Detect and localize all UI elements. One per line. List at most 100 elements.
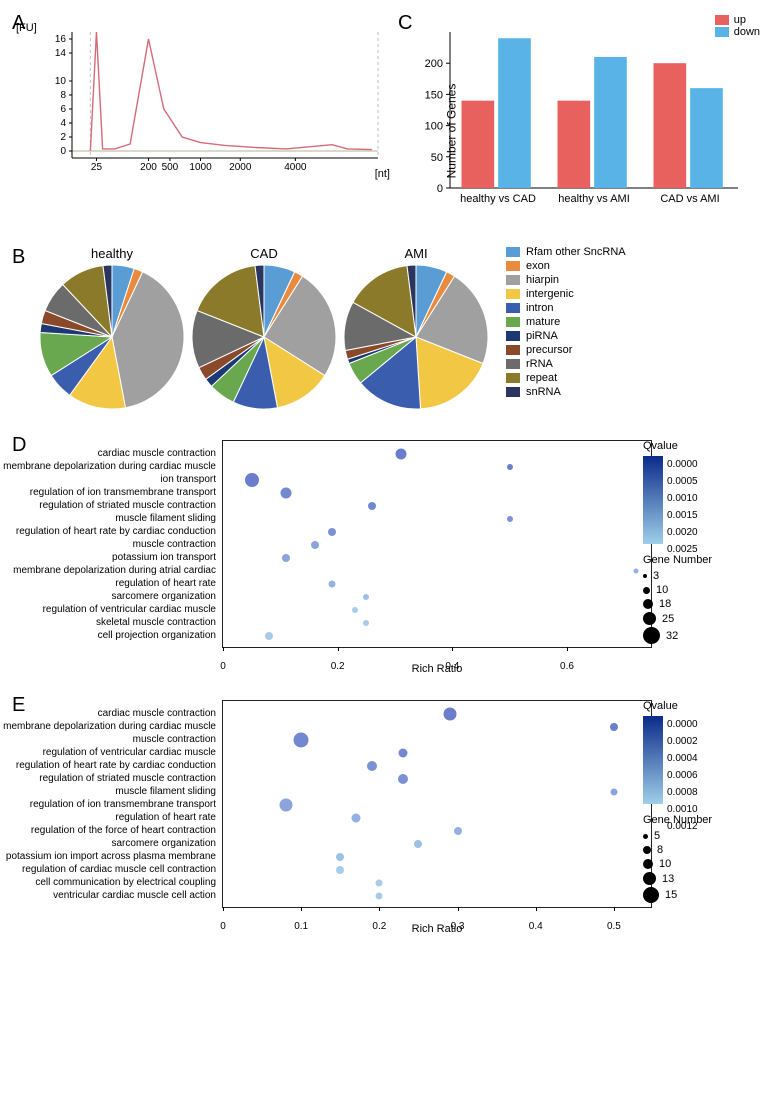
svg-text:500: 500 bbox=[162, 162, 179, 173]
bubble-row-label: membrane depolarization during atrial ca… bbox=[0, 565, 216, 576]
bubble-point bbox=[328, 581, 335, 588]
svg-text:150: 150 bbox=[425, 89, 443, 101]
bubble-point bbox=[352, 607, 358, 613]
bubble-point bbox=[279, 799, 292, 812]
bubble-row-label: membrane depolarization during cardiac m… bbox=[0, 721, 216, 732]
bubble-row-label: regulation of heart rate by cardiac cond… bbox=[0, 760, 216, 771]
bubble-point bbox=[281, 488, 292, 499]
bubble-point bbox=[398, 774, 408, 784]
bubble-row-label: regulation of striated muscle contractio… bbox=[0, 500, 216, 511]
panel-d: D cardiac muscle contractionmembrane dep… bbox=[12, 440, 763, 648]
panel-c-legend: updown bbox=[715, 14, 760, 38]
bubble-row-label: potassium ion import across plasma membr… bbox=[0, 851, 216, 862]
svg-text:2000: 2000 bbox=[229, 162, 252, 173]
bubble-row-label: ion transport bbox=[0, 474, 216, 485]
svg-text:1000: 1000 bbox=[189, 162, 212, 173]
bubble-point bbox=[610, 723, 618, 731]
pie-title: healthy bbox=[40, 246, 184, 261]
panel-b-label: B bbox=[12, 246, 25, 269]
bubble-row-label: muscle filament sliding bbox=[0, 513, 216, 524]
bubble-xlabel: Rich Ratio bbox=[223, 663, 651, 675]
bubble-point bbox=[363, 620, 369, 626]
bubble-row-label: regulation of heart rate bbox=[0, 578, 216, 589]
pie-title: CAD bbox=[192, 246, 336, 261]
svg-text:8: 8 bbox=[60, 90, 66, 101]
bubble-row-label: cell communication by electrical couplin… bbox=[0, 877, 216, 888]
svg-text:2: 2 bbox=[60, 132, 66, 143]
bubble-row-label: membrane depolarization during cardiac m… bbox=[0, 461, 216, 472]
panel-c: C updown Number of Genes 050100150200hea… bbox=[402, 12, 763, 236]
panel-c-svg: 0 50 100 150 200 healthy vs CAD healthy vs AMI… bbox=[414, 26, 744, 216]
bubble-point bbox=[376, 893, 383, 900]
svg-text:healthy vs CAD: healthy vs CAD bbox=[460, 193, 536, 205]
svg-text:4: 4 bbox=[60, 118, 66, 129]
panel-e-chart: cardiac muscle contractionmembrane depol… bbox=[222, 700, 652, 908]
bubble-row-label: regulation of heart rate by cardiac cond… bbox=[0, 526, 216, 537]
bubble-point bbox=[328, 528, 336, 536]
bubble-point bbox=[414, 840, 422, 848]
svg-text:200: 200 bbox=[425, 58, 443, 70]
panel-c-ylabel: Number of Genes bbox=[444, 84, 458, 179]
bubble-point bbox=[507, 516, 513, 522]
panel-d-side-legend: Qvalue0.00000.00050.00100.00150.00200.00… bbox=[643, 440, 753, 646]
bubble-point bbox=[294, 733, 309, 748]
panel-b: B healthy CAD AMI Rfam other SncRNAexonhiar… bbox=[12, 246, 763, 414]
svg-text:6: 6 bbox=[60, 104, 66, 115]
bubble-row-label: skeletal muscle contraction bbox=[0, 617, 216, 628]
bubble-point bbox=[363, 594, 369, 600]
svg-text:CAD vs AMI: CAD vs AMI bbox=[660, 193, 719, 205]
legend-item-down: down bbox=[715, 26, 760, 38]
bubble-row-label: cardiac muscle contraction bbox=[0, 708, 216, 719]
bubble-row-label: regulation of ventricular cardiac muscle bbox=[0, 604, 216, 615]
svg-text:0: 0 bbox=[437, 183, 443, 195]
bubble-row-label: regulation of the force of heart contrac… bbox=[0, 825, 216, 836]
bubble-point bbox=[395, 449, 406, 460]
bubble-row-label: muscle contraction bbox=[0, 539, 216, 550]
svg-text:4000: 4000 bbox=[284, 162, 307, 173]
bubble-point bbox=[454, 827, 462, 835]
panel-a-svg: 0246810141625200500100020004000 bbox=[46, 26, 386, 176]
bubble-point bbox=[265, 632, 273, 640]
svg-text:100: 100 bbox=[425, 121, 443, 133]
svg-text:0: 0 bbox=[60, 146, 66, 157]
bubble-point bbox=[311, 541, 319, 549]
panel-e: E cardiac muscle contractionmembrane dep… bbox=[12, 700, 763, 908]
bubble-row-label: regulation of striated muscle contractio… bbox=[0, 773, 216, 784]
bubble-point bbox=[443, 708, 456, 721]
bubble-point bbox=[367, 761, 377, 771]
panel-a-xlabel: [nt] bbox=[375, 168, 390, 180]
pie-title: AMI bbox=[344, 246, 488, 261]
svg-text:50: 50 bbox=[431, 152, 443, 164]
bubble-row-label: ventricular cardiac muscle cell action bbox=[0, 890, 216, 901]
bubble-row-label: sarcomere organization bbox=[0, 591, 216, 602]
bubble-point bbox=[336, 853, 344, 861]
bubble-row-label: muscle filament sliding bbox=[0, 786, 216, 797]
bubble-row-label: cell projection organization bbox=[0, 630, 216, 641]
bubble-point bbox=[610, 789, 617, 796]
bubble-row-label: regulation of ion transmembrane transpor… bbox=[0, 487, 216, 498]
pie-CAD: CAD bbox=[192, 246, 336, 414]
svg-text:16: 16 bbox=[55, 34, 67, 45]
svg-text:200: 200 bbox=[140, 162, 157, 173]
svg-text:25: 25 bbox=[91, 162, 103, 173]
bubble-point bbox=[336, 866, 344, 874]
svg-text:10: 10 bbox=[55, 76, 67, 87]
pie-healthy: healthy bbox=[40, 246, 184, 414]
svg-text:healthy vs AMI: healthy vs AMI bbox=[558, 193, 630, 205]
bubble-row-label: regulation of ion transmembrane transpor… bbox=[0, 799, 216, 810]
pie-legend: Rfam other SncRNAexonhiarpinintergenicin… bbox=[506, 246, 626, 400]
bubble-point bbox=[351, 814, 360, 823]
panel-a: A [FU] 0246810141625200500100020004000 [… bbox=[12, 12, 402, 236]
bubble-point bbox=[245, 473, 259, 487]
bubble-row-label: muscle contraction bbox=[0, 734, 216, 745]
bubble-row-label: potassium ion transport bbox=[0, 552, 216, 563]
bubble-row-label: sarcomere organization bbox=[0, 838, 216, 849]
panel-a-ylabel: [FU] bbox=[16, 22, 37, 34]
bubble-row-label: cardiac muscle contraction bbox=[0, 448, 216, 459]
bubble-point bbox=[398, 749, 407, 758]
bubble-point bbox=[376, 880, 383, 887]
panel-d-chart: cardiac muscle contractionmembrane depol… bbox=[222, 440, 652, 648]
bubble-point bbox=[282, 554, 290, 562]
bubble-xlabel: Rich Ratio bbox=[223, 923, 651, 935]
bubble-point bbox=[507, 464, 513, 470]
